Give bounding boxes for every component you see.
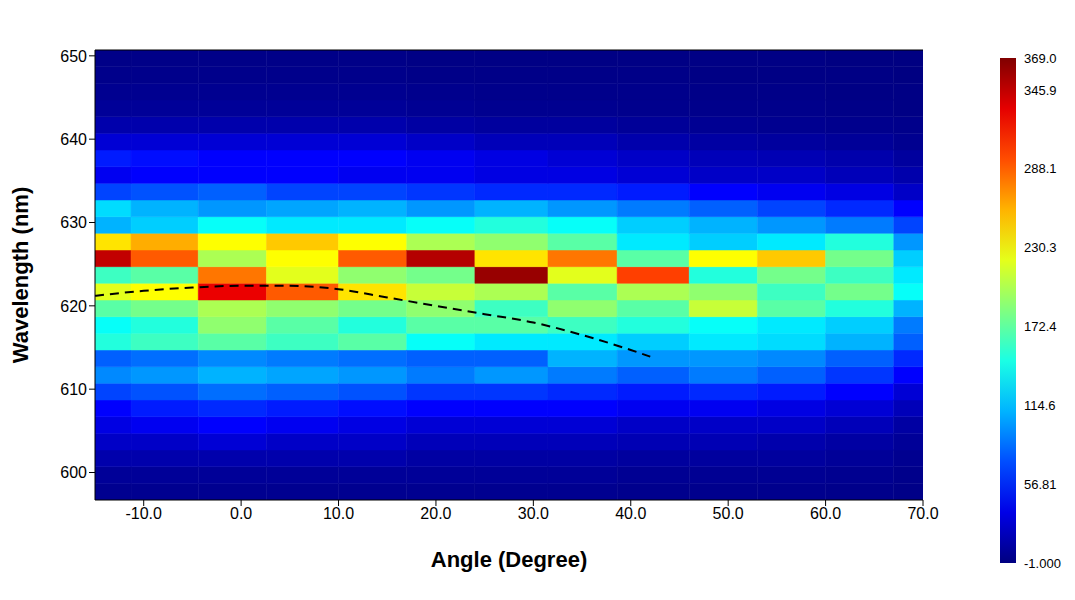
svg-text:70.0: 70.0 <box>907 505 938 522</box>
svg-text:Wavelength (nm): Wavelength (nm) <box>8 187 33 363</box>
svg-text:0.0: 0.0 <box>230 505 252 522</box>
svg-text:230.3: 230.3 <box>1024 240 1057 255</box>
svg-text:630: 630 <box>60 214 87 231</box>
svg-text:114.6: 114.6 <box>1024 398 1056 413</box>
svg-text:-1.000: -1.000 <box>1024 556 1061 571</box>
svg-text:172.4: 172.4 <box>1024 319 1057 334</box>
svg-text:640: 640 <box>60 131 87 148</box>
svg-text:650: 650 <box>60 48 87 65</box>
svg-text:40.0: 40.0 <box>615 505 646 522</box>
svg-text:610: 610 <box>60 381 87 398</box>
svg-text:50.0: 50.0 <box>713 505 744 522</box>
svg-text:60.0: 60.0 <box>810 505 841 522</box>
svg-text:288.1: 288.1 <box>1024 161 1057 176</box>
svg-text:20.0: 20.0 <box>420 505 451 522</box>
svg-text:369.0: 369.0 <box>1024 51 1057 66</box>
svg-text:-10.0: -10.0 <box>125 505 162 522</box>
svg-text:345.9: 345.9 <box>1024 83 1057 98</box>
svg-text:600: 600 <box>60 464 87 481</box>
svg-text:30.0: 30.0 <box>518 505 549 522</box>
svg-text:Angle (Degree): Angle (Degree) <box>431 547 587 572</box>
svg-text:56.81: 56.81 <box>1024 477 1057 492</box>
svg-text:620: 620 <box>60 298 87 315</box>
svg-text:10.0: 10.0 <box>323 505 354 522</box>
